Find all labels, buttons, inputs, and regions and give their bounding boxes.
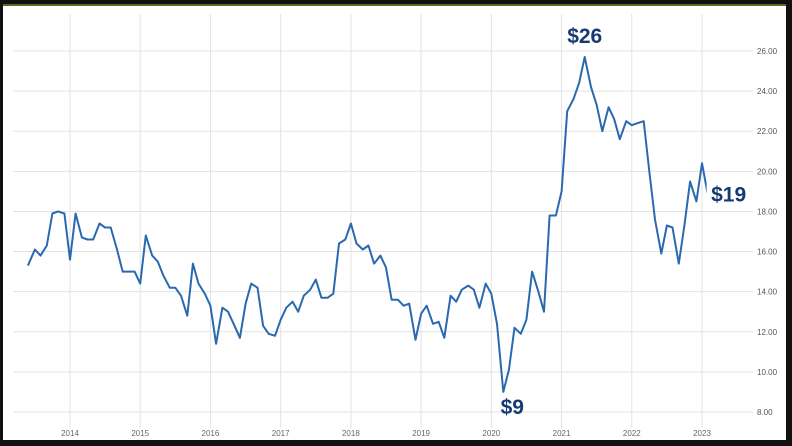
x-tick-label: 2018 xyxy=(342,429,360,438)
y-tick-label: 22.00 xyxy=(757,127,778,136)
y-tick-label: 14.00 xyxy=(757,288,778,297)
x-tick-label: 2020 xyxy=(482,429,500,438)
callout-background xyxy=(706,183,751,208)
x-tick-label: 2016 xyxy=(202,429,220,438)
price-callout-label: $9 xyxy=(501,396,524,419)
x-tick-label: 2023 xyxy=(693,429,711,438)
grid-lines xyxy=(13,14,753,428)
y-tick-label: 20.00 xyxy=(757,167,778,176)
y-tick-label: 12.00 xyxy=(757,328,778,337)
y-tick-label: 26.00 xyxy=(757,47,778,56)
y-axis: 8.00 10.00 12.00 14.00 16.00 18.00 20.00 22.00 2… xyxy=(757,47,778,417)
price-series-line xyxy=(26,56,709,393)
x-tick-label: 2015 xyxy=(131,429,149,438)
x-tick-label: 2021 xyxy=(553,429,571,438)
x-tick-label: 2019 xyxy=(412,429,430,438)
series-layer xyxy=(26,56,709,393)
chart-frame: 8.00 10.00 12.00 14.00 16.00 18.00 20.00 22.00 2… xyxy=(3,4,786,440)
price-callout-label: $26 xyxy=(567,25,602,48)
y-tick-label: 18.00 xyxy=(757,207,778,216)
y-tick-label: 10.00 xyxy=(757,368,778,377)
x-tick-label: 2017 xyxy=(272,429,290,438)
line-chart: 8.00 10.00 12.00 14.00 16.00 18.00 20.00 22.00 2… xyxy=(13,14,778,438)
callout-layer: $26 $9 $19 xyxy=(501,25,751,419)
x-tick-label: 2014 xyxy=(61,429,79,438)
y-tick-label: 24.00 xyxy=(757,87,778,96)
x-axis: 2014 2015 2016 2017 2018 2019 2020 2021 2022 2023 xyxy=(61,429,711,438)
y-tick-label: 8.00 xyxy=(757,408,773,417)
price-callout-label: $19 xyxy=(711,183,746,206)
x-tick-label: 2022 xyxy=(623,429,641,438)
y-tick-label: 16.00 xyxy=(757,248,778,257)
